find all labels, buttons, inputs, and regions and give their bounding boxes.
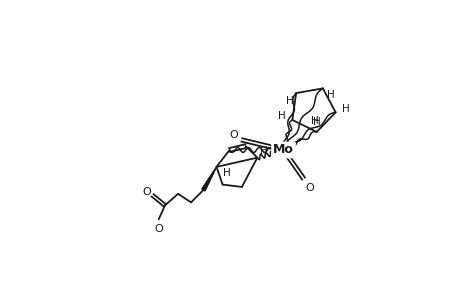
Text: H: H xyxy=(223,168,231,178)
Text: O: O xyxy=(305,183,313,193)
Polygon shape xyxy=(202,167,216,191)
Text: O: O xyxy=(230,130,238,140)
Text: H: H xyxy=(326,89,334,100)
Text: H: H xyxy=(285,96,293,106)
Text: O: O xyxy=(142,187,151,196)
Text: H: H xyxy=(341,103,349,113)
Text: H: H xyxy=(278,111,285,121)
Text: Mo: Mo xyxy=(273,143,293,157)
Text: H: H xyxy=(312,117,320,127)
Text: O: O xyxy=(154,224,163,233)
Text: H: H xyxy=(259,146,267,157)
Text: H: H xyxy=(310,116,318,127)
